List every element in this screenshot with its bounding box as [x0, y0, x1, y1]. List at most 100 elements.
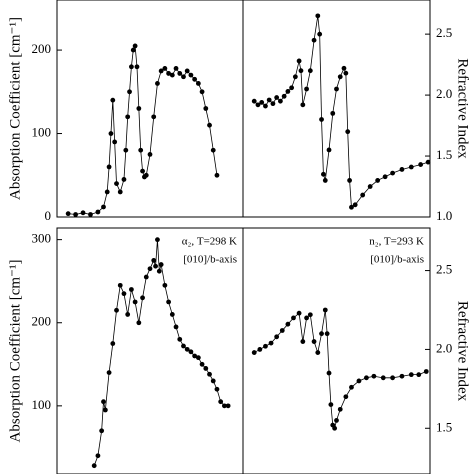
data-point: [334, 417, 339, 423]
data-point: [188, 349, 194, 355]
data-point: [259, 100, 265, 105]
data-point: [129, 287, 134, 292]
data-point: [218, 399, 224, 405]
data-point: [125, 312, 131, 317]
data-point: [117, 282, 123, 288]
data-point: [134, 64, 140, 70]
data-point: [298, 68, 304, 74]
y-tick-label: 1.0: [436, 208, 452, 223]
data-point: [207, 371, 212, 377]
data-point: [192, 76, 198, 82]
data-point: [129, 64, 134, 70]
data-point: [143, 274, 149, 280]
data-point: [382, 174, 388, 180]
data-point: [352, 202, 358, 208]
data-point: [311, 339, 317, 344]
data-line: [93, 239, 229, 466]
data-point: [408, 164, 414, 170]
data-point: [270, 101, 276, 107]
data-point: [399, 167, 405, 172]
data-point: [140, 168, 145, 174]
y-tick-label: 2.0: [436, 340, 452, 355]
data-point: [257, 347, 263, 352]
y-tick-label: 100: [32, 125, 52, 140]
data-point: [199, 89, 205, 95]
data-point: [140, 295, 145, 301]
y-tick-label: 1.5: [436, 147, 452, 162]
data-point: [166, 71, 172, 76]
data-point: [214, 386, 220, 392]
data-point: [319, 117, 324, 122]
y-axis-label: Refractive Index: [455, 301, 471, 402]
data-point: [322, 178, 328, 183]
data-point: [110, 97, 116, 103]
data-point: [349, 384, 354, 390]
data-point: [307, 68, 313, 74]
data-point: [108, 131, 114, 136]
data-point: [375, 178, 381, 183]
data-point: [156, 268, 162, 274]
data-point: [337, 74, 343, 80]
data-point: [132, 43, 138, 49]
data-point: [304, 86, 309, 92]
data-point: [285, 89, 291, 94]
y-axis-label: Refractive Index: [455, 58, 471, 159]
y-tick-label: 2.0: [436, 86, 452, 101]
y-tick-label: 300: [32, 231, 52, 246]
data-point: [380, 375, 386, 381]
data-point: [147, 152, 153, 157]
data-point: [158, 68, 164, 74]
data-point: [311, 37, 317, 43]
data-point: [343, 394, 349, 400]
data-point: [296, 58, 302, 64]
annotation: [010]/b-axis: [370, 254, 424, 266]
data-point: [95, 209, 101, 215]
data-point: [255, 102, 261, 108]
annotation: [010]/b-axis: [183, 254, 237, 266]
data-point: [151, 258, 157, 263]
data-point: [153, 263, 158, 269]
data-point: [195, 355, 201, 361]
data-point: [177, 71, 183, 76]
data-point: [155, 237, 160, 243]
data-point: [102, 407, 108, 413]
data-point: [268, 340, 274, 346]
data-point: [99, 428, 105, 434]
data-point: [106, 164, 112, 170]
data-line: [68, 44, 218, 215]
data-point: [125, 114, 131, 120]
data-point: [80, 210, 86, 216]
data-point: [151, 114, 157, 120]
data-point: [307, 312, 313, 318]
data-point: [425, 159, 431, 165]
data-point: [192, 353, 198, 359]
data-point: [210, 378, 216, 384]
y-tick-label: 100: [32, 397, 52, 412]
panel-frame: [242, 227, 431, 474]
data-point: [169, 312, 175, 317]
data-point: [203, 106, 209, 111]
data-point: [136, 106, 142, 111]
data-point: [321, 171, 326, 177]
data-point: [337, 406, 343, 412]
data-point: [263, 103, 268, 109]
data-point: [91, 463, 97, 469]
data-point: [166, 299, 172, 305]
data-point: [181, 343, 186, 349]
data-point: [169, 72, 175, 78]
data-point: [199, 361, 205, 367]
data-point: [300, 339, 306, 344]
data-point: [304, 315, 309, 321]
y-axis-label: Absorption Coefficient [cm⁻¹]: [7, 260, 23, 443]
data-point: [251, 350, 257, 355]
data-point: [328, 402, 334, 408]
data-point: [101, 399, 106, 405]
data-point: [322, 307, 328, 313]
data-point: [399, 373, 405, 379]
data-point: [177, 336, 183, 342]
data-point: [104, 189, 110, 195]
data-line: [253, 15, 429, 208]
data-point: [184, 346, 190, 352]
data-point: [266, 97, 272, 103]
data-point: [155, 81, 160, 86]
